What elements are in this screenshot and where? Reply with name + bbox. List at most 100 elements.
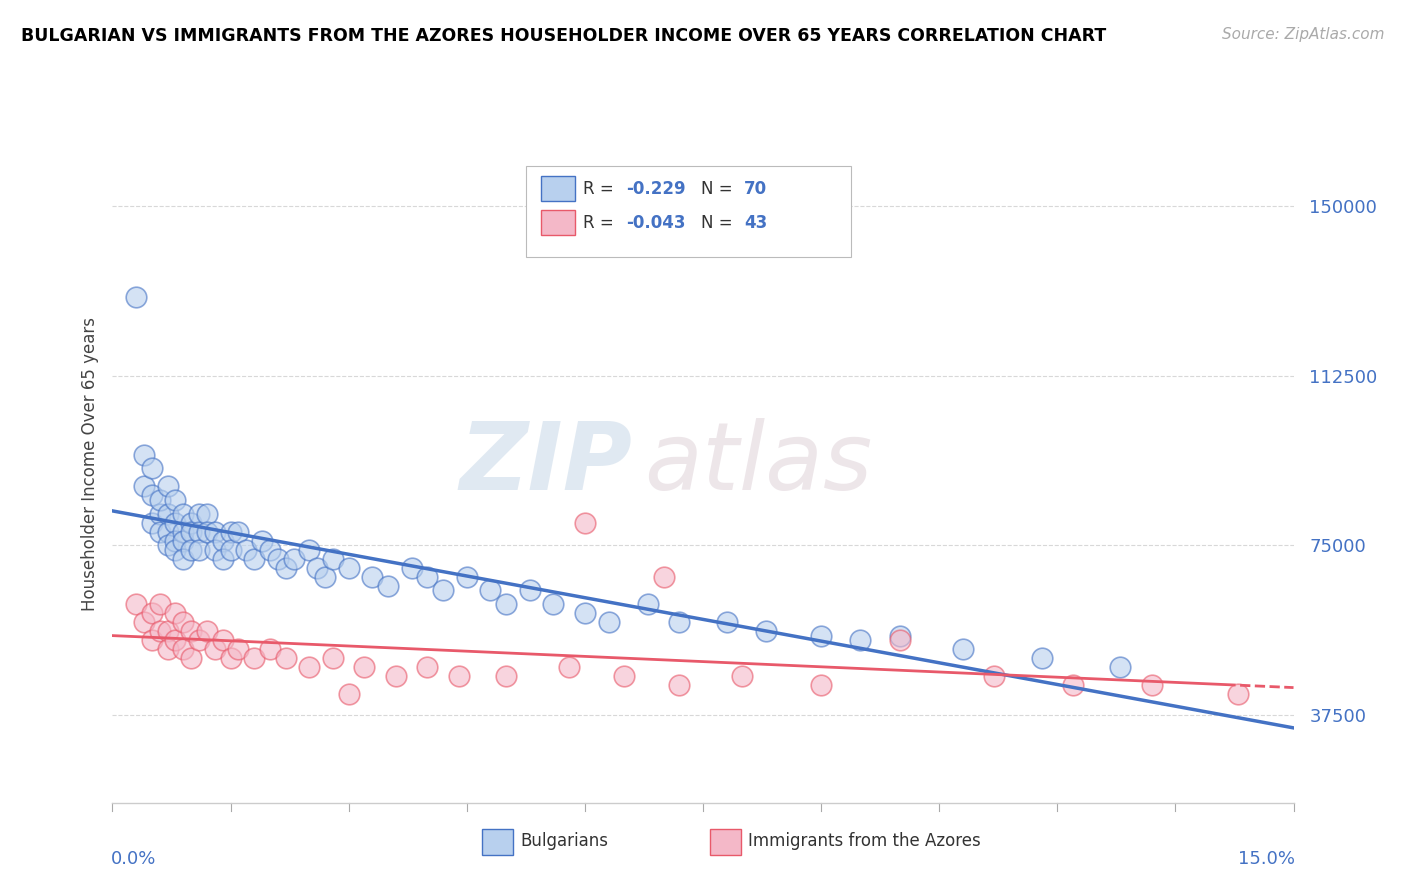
FancyBboxPatch shape [541,211,575,235]
Point [149,507,172,521]
Point [180,624,202,638]
Point [156,538,179,552]
Point [889,633,911,648]
Point [274,651,297,665]
Text: R =: R = [582,179,619,198]
Point [456,570,478,584]
Point [952,642,974,657]
Point [219,651,242,665]
Point [495,597,517,611]
FancyBboxPatch shape [541,177,575,201]
Point [165,606,187,620]
Point [243,651,266,665]
Text: Source: ZipAtlas.com: Source: ZipAtlas.com [1222,27,1385,42]
Point [149,493,172,508]
Point [1062,678,1084,692]
FancyBboxPatch shape [710,829,741,855]
Point [172,551,194,566]
Point [195,524,218,539]
Point [810,678,832,692]
Point [353,660,375,674]
Point [274,561,297,575]
Point [519,583,541,598]
Point [156,524,179,539]
Point [416,570,439,584]
Point [668,678,690,692]
Point [668,615,690,629]
Point [156,479,179,493]
Y-axis label: Householder Income Over 65 years: Householder Income Over 65 years [80,317,98,611]
Point [180,542,202,557]
Point [307,561,329,575]
Point [361,570,384,584]
Point [141,606,163,620]
Point [149,524,172,539]
FancyBboxPatch shape [526,166,851,257]
Point [172,524,194,539]
Point [558,660,581,674]
Point [204,642,226,657]
Point [598,615,620,629]
Text: -0.229: -0.229 [626,179,686,198]
Point [652,570,675,584]
Point [298,660,321,674]
Point [259,542,281,557]
Point [250,533,273,548]
Point [219,542,242,557]
Point [188,507,211,521]
Point [574,516,596,530]
Point [141,488,163,502]
Point [156,507,179,521]
Point [574,606,596,620]
Point [156,642,179,657]
Point [141,516,163,530]
Text: 15.0%: 15.0% [1237,850,1295,868]
Point [180,651,202,665]
Point [1140,678,1163,692]
Point [849,633,872,648]
Point [172,533,194,548]
Point [172,642,194,657]
Point [298,542,321,557]
Point [259,642,281,657]
Point [432,583,454,598]
Point [613,669,636,683]
Point [172,507,194,521]
Text: Bulgarians: Bulgarians [520,832,607,850]
Point [479,583,502,598]
Point [228,642,250,657]
Point [211,533,233,548]
Point [322,551,344,566]
Point [180,516,202,530]
Point [141,461,163,475]
Text: -0.043: -0.043 [626,213,686,232]
Text: R =: R = [582,213,619,232]
Point [195,624,218,638]
Point [235,542,257,557]
Point [810,629,832,643]
Point [322,651,344,665]
Point [204,524,226,539]
Point [188,542,211,557]
Text: 43: 43 [744,213,768,232]
Text: atlas: atlas [644,418,872,509]
Point [1109,660,1132,674]
Point [1227,687,1250,701]
Point [165,533,187,548]
Text: Immigrants from the Azores: Immigrants from the Azores [748,832,980,850]
Point [132,479,155,493]
Text: ZIP: ZIP [460,417,633,510]
Point [125,290,148,304]
Point [637,597,659,611]
Point [219,524,242,539]
Point [495,669,517,683]
Point [228,524,250,539]
Point [165,633,187,648]
Text: N =: N = [700,179,738,198]
Point [204,542,226,557]
Point [165,542,187,557]
Point [267,551,290,566]
Point [195,507,218,521]
Point [377,579,399,593]
Point [243,551,266,566]
